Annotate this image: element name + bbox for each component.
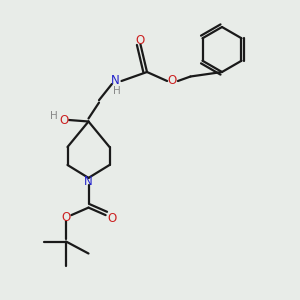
Text: O: O	[108, 212, 117, 226]
Text: N: N	[84, 175, 93, 188]
Text: N: N	[111, 74, 120, 87]
Text: O: O	[136, 34, 145, 47]
Text: O: O	[168, 74, 177, 88]
Text: H: H	[113, 85, 121, 96]
Text: O: O	[60, 113, 69, 127]
Text: O: O	[61, 211, 70, 224]
Text: H: H	[50, 111, 58, 122]
